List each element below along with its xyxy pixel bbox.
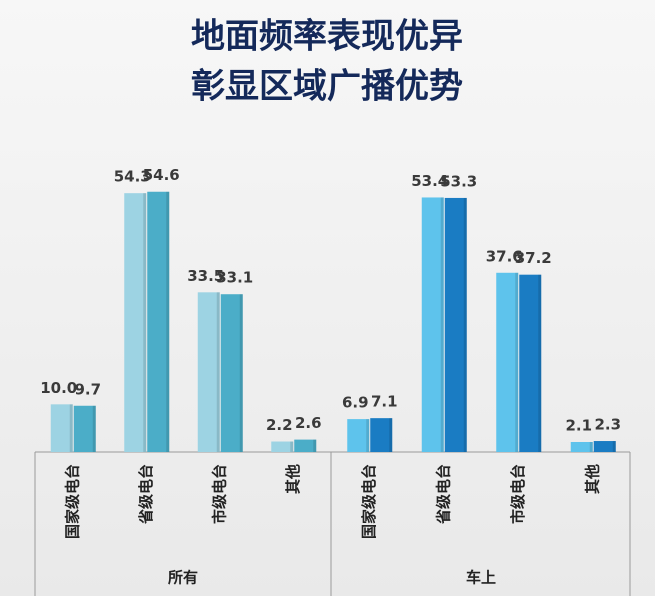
value-label: 53.3 (440, 172, 477, 190)
bar (421, 197, 444, 452)
bar-shade (538, 274, 542, 452)
value-label: 10.0 (40, 379, 77, 397)
bar-shade (515, 272, 519, 452)
bar-shade (143, 193, 147, 453)
bar (147, 191, 170, 453)
bar (220, 294, 243, 452)
bar-shade (216, 292, 220, 452)
bar-shade (290, 441, 294, 452)
chart-title: 彰显区域广播优势 (191, 67, 463, 107)
bar (519, 274, 542, 452)
x-tick-label: 市级电台 (509, 464, 527, 524)
value-label: 2.6 (295, 414, 322, 432)
bar (570, 441, 593, 452)
bar-shade (313, 439, 317, 452)
bar (124, 193, 147, 453)
bar (496, 272, 519, 452)
bar-shade (389, 418, 393, 452)
bar-shade (589, 441, 593, 452)
value-label: 53.4 (411, 172, 448, 190)
value-label: 54.6 (143, 166, 180, 184)
x-tick-label: 其他 (583, 464, 601, 494)
value-label: 6.9 (342, 394, 369, 412)
value-label: 33.1 (216, 269, 253, 287)
value-label: 2.2 (266, 416, 293, 434)
chart-title: 地面频率表现优异 (191, 17, 463, 57)
value-label: 54.3 (114, 168, 151, 186)
bar (370, 418, 393, 452)
value-label: 37.6 (486, 247, 523, 265)
bar-shade (92, 405, 96, 452)
x-tick-label: 其他 (284, 464, 302, 494)
bar (271, 441, 294, 452)
bar (50, 404, 73, 452)
bar (73, 405, 96, 452)
x-tick-label: 省级电台 (434, 464, 452, 525)
bar-shade (239, 294, 243, 452)
bar (197, 292, 220, 452)
value-label: 37.2 (515, 249, 552, 267)
bar-shade (166, 191, 170, 453)
x-tick-label: 国家级电台 (63, 464, 81, 539)
value-label: 9.7 (74, 380, 101, 398)
value-label: 7.1 (371, 393, 398, 411)
value-label: 2.3 (594, 416, 621, 434)
bar-shade (366, 419, 370, 452)
group-label: 车上 (466, 569, 496, 587)
x-tick-label: 省级电台 (137, 464, 155, 525)
value-label: 2.1 (565, 416, 592, 434)
bar (347, 419, 370, 452)
bar (294, 439, 317, 452)
value-label: 33.5 (187, 267, 224, 285)
bar (444, 197, 467, 452)
bar-shade (69, 404, 73, 452)
x-tick-label: 市级电台 (210, 464, 228, 524)
bar-shade (440, 197, 444, 452)
bar-shade (612, 441, 616, 452)
bar-shade (463, 197, 467, 452)
group-label: 所有 (168, 569, 198, 587)
x-tick-label: 国家级电台 (360, 464, 378, 539)
bar (593, 441, 616, 452)
